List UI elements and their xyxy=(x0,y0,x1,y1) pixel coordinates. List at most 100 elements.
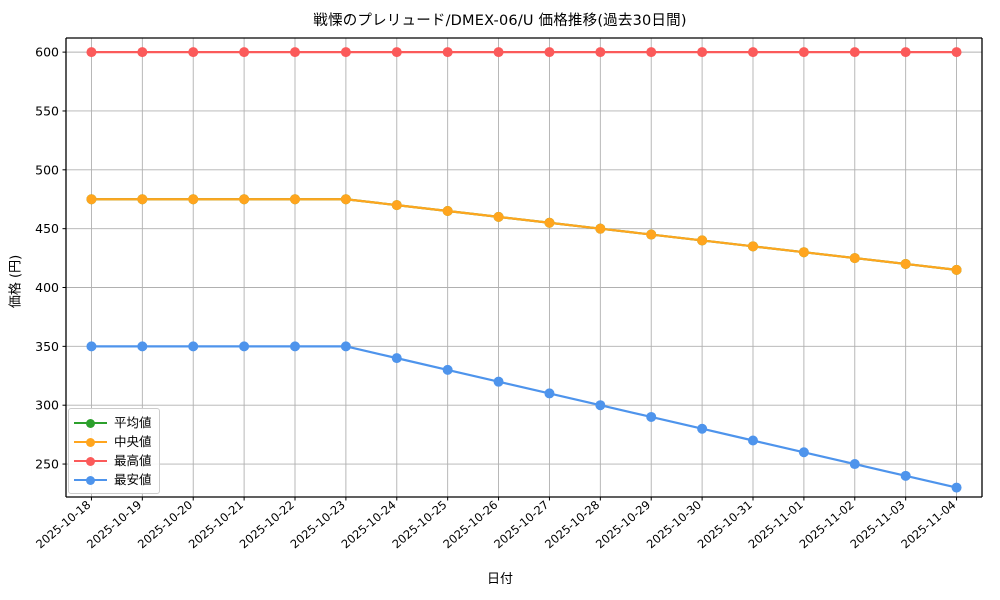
series-line xyxy=(90,345,958,489)
x-tick-label: 2025-11-01 xyxy=(746,498,806,552)
data-point-marker xyxy=(137,194,148,205)
legend-item-label: 最高値 xyxy=(114,453,152,468)
data-point-marker xyxy=(442,364,453,375)
x-tick-label: 2025-10-23 xyxy=(288,498,348,552)
data-point-marker xyxy=(595,400,606,411)
data-point-marker xyxy=(391,200,402,211)
data-point-marker xyxy=(646,229,657,240)
data-point-marker xyxy=(340,47,351,58)
data-point-marker xyxy=(290,341,300,352)
plot-background xyxy=(66,38,982,497)
data-point-marker xyxy=(86,47,97,58)
data-point-marker xyxy=(86,194,97,205)
y-tick-label: 600 xyxy=(35,45,59,60)
x-tick-label: 2025-10-29 xyxy=(593,498,653,552)
data-point-marker xyxy=(697,235,708,246)
x-axis: 2025-10-182025-10-192025-10-202025-10-21… xyxy=(33,497,958,551)
data-point-marker xyxy=(340,341,351,352)
data-point-marker xyxy=(900,470,911,481)
x-tick-label: 2025-11-04 xyxy=(898,498,958,552)
x-tick-label: 2025-11-02 xyxy=(797,498,857,552)
x-tick-label: 2025-10-28 xyxy=(542,498,602,552)
y-tick-label: 400 xyxy=(35,280,59,295)
x-tick-label: 2025-10-21 xyxy=(186,498,246,552)
x-axis-label: 日付 xyxy=(486,572,513,587)
legend-item-label: 中央値 xyxy=(114,434,152,449)
data-point-marker xyxy=(290,194,300,205)
data-point-marker xyxy=(290,47,300,58)
x-tick-label: 2025-10-18 xyxy=(33,498,93,552)
data-point-marker xyxy=(595,47,606,58)
data-point-marker xyxy=(951,482,962,493)
x-tick-label: 2025-10-30 xyxy=(644,498,704,552)
data-point-marker xyxy=(442,47,453,58)
data-point-marker xyxy=(442,206,453,217)
data-point-marker xyxy=(748,241,758,252)
legend-swatch-icon xyxy=(74,473,107,487)
legend-swatch-icon xyxy=(74,435,107,449)
y-tick-label: 250 xyxy=(35,457,59,472)
x-tick-label: 2025-10-26 xyxy=(440,498,500,552)
data-point-marker xyxy=(900,258,911,269)
legend-item-3[interactable]: 最高値 xyxy=(74,451,152,470)
legend-item-label: 最安値 xyxy=(114,472,152,487)
data-point-marker xyxy=(493,211,504,222)
axis-spines xyxy=(65,37,983,498)
data-point-marker xyxy=(798,47,809,58)
data-point-marker xyxy=(951,264,962,275)
data-point-marker xyxy=(137,47,148,58)
x-tick-label: 2025-10-20 xyxy=(135,498,195,552)
data-point-marker xyxy=(544,388,555,399)
data-point-marker xyxy=(188,47,199,58)
y-tick-label: 350 xyxy=(35,339,59,354)
series-4 xyxy=(86,341,962,493)
data-point-marker xyxy=(391,353,402,364)
legend-item-4[interactable]: 最安値 xyxy=(74,470,152,489)
y-tick-label: 450 xyxy=(35,221,59,236)
data-point-marker xyxy=(849,253,860,264)
series-2 xyxy=(86,194,962,275)
legend-swatch-icon xyxy=(74,454,107,468)
data-point-marker xyxy=(951,47,962,58)
chart-legend: 平均値中央値最高値最安値 xyxy=(68,408,160,494)
data-point-marker xyxy=(900,47,911,58)
data-point-marker xyxy=(239,341,250,352)
series-3 xyxy=(86,47,962,58)
legend-item-2[interactable]: 中央値 xyxy=(74,432,152,451)
data-point-marker xyxy=(544,217,555,228)
data-point-marker xyxy=(697,47,708,58)
data-point-marker xyxy=(849,459,860,470)
data-point-marker xyxy=(340,194,351,205)
data-point-marker xyxy=(188,341,199,352)
data-point-marker xyxy=(137,341,148,352)
series-line xyxy=(90,198,958,271)
data-point-marker xyxy=(239,47,250,58)
data-point-marker xyxy=(697,423,708,434)
legend-swatch-icon xyxy=(74,416,107,430)
y-tick-label: 550 xyxy=(35,103,59,118)
data-point-marker xyxy=(493,376,504,387)
data-point-marker xyxy=(391,47,402,58)
data-point-marker xyxy=(493,47,504,58)
data-point-marker xyxy=(188,194,199,205)
x-tick-label: 2025-10-27 xyxy=(491,498,551,552)
data-point-marker xyxy=(86,341,97,352)
data-point-marker xyxy=(748,47,758,58)
x-tick-label: 2025-10-25 xyxy=(389,498,449,552)
y-tick-label: 300 xyxy=(35,398,59,413)
x-tick-label: 2025-11-03 xyxy=(847,498,907,552)
legend-item-label: 平均値 xyxy=(114,415,152,430)
x-tick-label: 2025-10-31 xyxy=(695,498,755,552)
x-tick-label: 2025-10-19 xyxy=(84,498,144,552)
data-point-marker xyxy=(646,411,657,422)
data-point-marker xyxy=(748,435,758,446)
data-point-marker xyxy=(595,223,606,234)
data-point-marker xyxy=(849,47,860,58)
data-point-marker xyxy=(544,47,555,58)
chart-title: 戦慄のプレリュード/DMEX-06/U 価格推移(過去30日間) xyxy=(313,13,687,29)
legend-item-1[interactable]: 平均値 xyxy=(74,413,152,432)
x-tick-label: 2025-10-22 xyxy=(237,498,297,552)
y-tick-label: 500 xyxy=(35,162,59,177)
